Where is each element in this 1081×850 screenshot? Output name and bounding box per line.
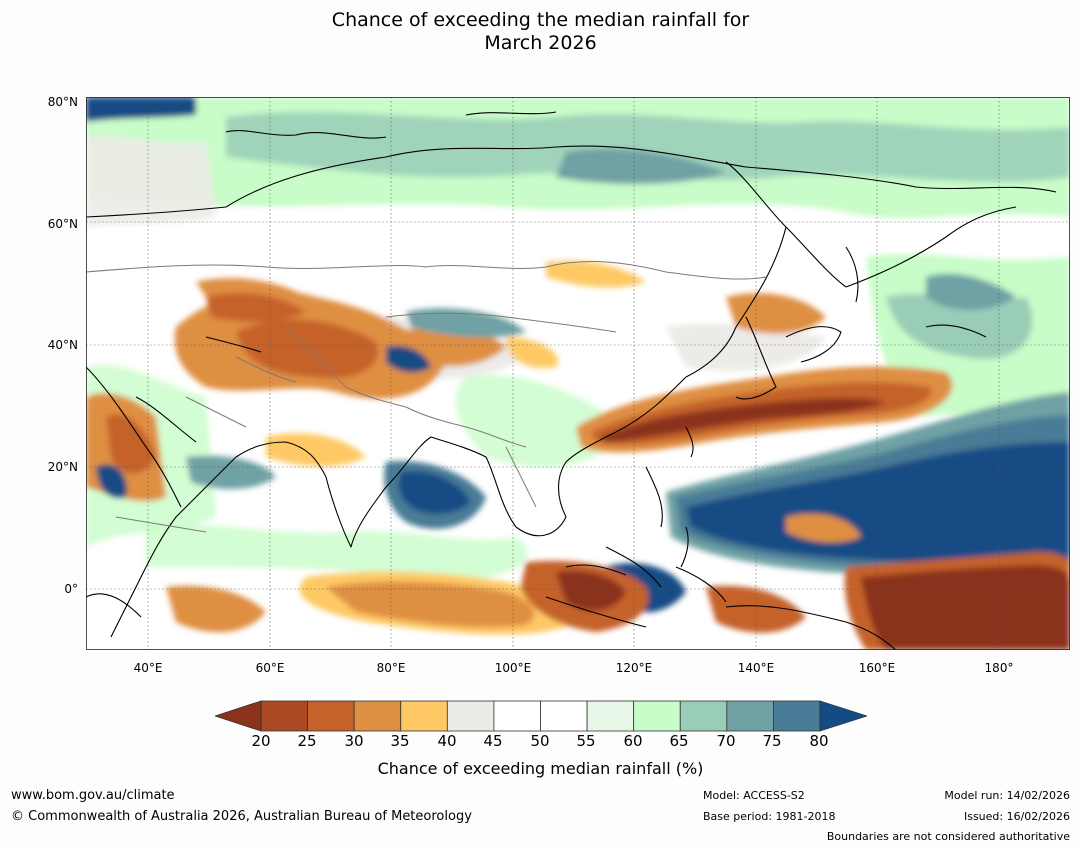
colorbar-under-arrow (215, 700, 262, 732)
colorbar-tick-65: 65 (669, 732, 689, 750)
colorbar-segment (260, 700, 308, 732)
colorbar-segment (540, 700, 588, 732)
colorbar-label: Chance of exceeding median rainfall (%) (377, 759, 704, 778)
model-name: Model: ACCESS-S2 (703, 789, 805, 802)
map-title-line-2: March 2026 (484, 32, 597, 54)
colorbar-tick-30: 30 (344, 732, 364, 750)
colorbar-tick-20: 20 (251, 732, 271, 750)
lon-label-100e: 100°E (494, 661, 532, 675)
colorbar-tick-70: 70 (716, 732, 736, 750)
rainfall-field (86, 97, 1070, 650)
colorbar-tick-40: 40 (437, 732, 457, 750)
colorbar-segment (307, 700, 355, 732)
colorbar-segment (586, 700, 635, 732)
colorbar-segment (400, 700, 448, 732)
graticule (86, 97, 1070, 650)
colorbar-segments (260, 700, 821, 732)
issued-date: Issued: 16/02/2026 (963, 810, 1070, 823)
colorbar-tick-35: 35 (390, 732, 410, 750)
lat-label-0: 0° (64, 582, 78, 596)
website-link[interactable]: www.bom.gov.au/climate (11, 788, 175, 803)
rainfall-map (86, 97, 1070, 650)
colorbar (215, 700, 867, 732)
colorbar-segment (679, 700, 728, 732)
lon-label-120e: 120°E (615, 661, 653, 675)
map-title: Chance of exceeding the median rainfall … (0, 9, 1081, 55)
colorbar-over-arrow (819, 700, 867, 732)
colorbar-segment (446, 700, 495, 732)
coastlines (86, 111, 1057, 650)
base-period: Base period: 1981-2018 (703, 810, 836, 823)
lon-label-160e: 160°E (858, 661, 896, 675)
map-border (86, 97, 1070, 650)
lon-label-180: 180° (984, 661, 1014, 675)
colorbar-segment (773, 700, 821, 732)
lon-label-40e: 40°E (133, 661, 163, 675)
lat-label-20n: 20°N (47, 460, 78, 474)
map-title-line-1: Chance of exceeding the median rainfall … (331, 9, 750, 31)
colorbar-segment (726, 700, 774, 732)
lon-label-140e: 140°E (737, 661, 775, 675)
colorbar-segment (493, 700, 541, 732)
lon-label-80e: 80°E (376, 661, 406, 675)
colorbar-segment (353, 700, 402, 732)
colorbar-tick-80: 80 (809, 732, 829, 750)
colorbar-tick-25: 25 (297, 732, 317, 750)
colorbar-tick-50: 50 (530, 732, 550, 750)
colorbar-segment (633, 700, 681, 732)
colorbar-tick-75: 75 (762, 732, 782, 750)
colorbar-tick-45: 45 (483, 732, 503, 750)
lat-label-80n: 80°N (47, 95, 78, 109)
model-run-date: Model run: 14/02/2026 (944, 789, 1070, 802)
lon-label-60e: 60°E (255, 661, 285, 675)
copyright-notice: © Commonwealth of Australia 2026, Austra… (11, 809, 472, 824)
colorbar-tick-60: 60 (623, 732, 643, 750)
country-borders (86, 261, 767, 533)
lat-label-60n: 60°N (47, 217, 78, 231)
lat-label-40n: 40°N (47, 338, 78, 352)
boundaries-disclaimer: Boundaries are not considered authoritat… (826, 830, 1070, 843)
colorbar-tick-55: 55 (576, 732, 596, 750)
